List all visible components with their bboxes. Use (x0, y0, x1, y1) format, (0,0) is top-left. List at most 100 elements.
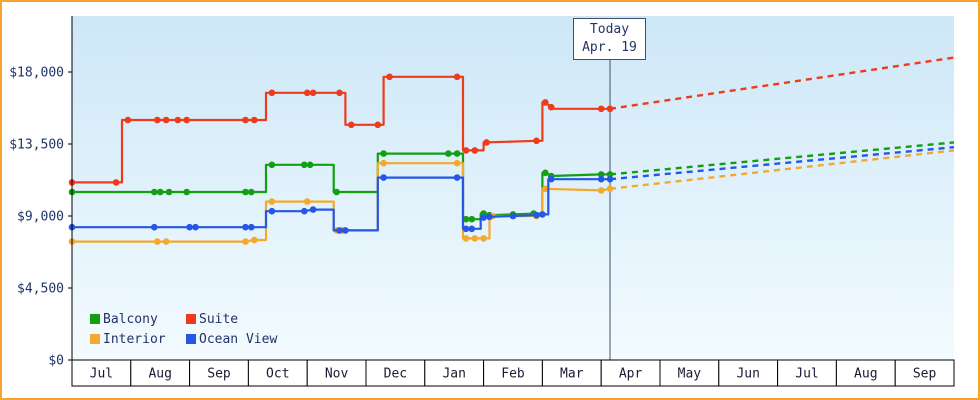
data-point-interior (242, 238, 249, 245)
data-point-balcony (453, 150, 461, 157)
data-point-interior (162, 238, 170, 245)
data-point-suite (251, 116, 258, 124)
legend-label-suite: Suite (199, 312, 238, 327)
data-point-ocean-view (242, 223, 249, 231)
data-point-balcony (445, 150, 452, 157)
month-label: Jan (442, 367, 465, 382)
legend-swatch-ocean-view (186, 334, 196, 344)
data-point-suite (183, 116, 190, 124)
data-point-suite (309, 89, 317, 97)
month-cell (71, 359, 132, 387)
data-point-suite (162, 116, 170, 124)
data-point-suite (547, 103, 555, 111)
month-cell (718, 359, 779, 387)
data-point-interior (268, 198, 276, 205)
legend-swatch-suite (186, 314, 196, 324)
month-cell (600, 359, 661, 387)
legend-label-balcony: Balcony (103, 312, 158, 327)
data-point-interior (606, 185, 614, 193)
month-cell (894, 359, 955, 387)
month-cell (483, 359, 543, 387)
data-point-suite (374, 121, 382, 129)
data-point-interior (480, 235, 487, 242)
data-point-ocean-view (486, 213, 493, 221)
data-point-interior (453, 159, 461, 167)
month-cell (189, 359, 249, 387)
data-point-interior (154, 238, 161, 245)
month-cell (777, 359, 837, 387)
data-point-balcony (301, 161, 308, 169)
data-point-interior (251, 236, 258, 244)
data-point-ocean-view (547, 175, 555, 183)
legend-swatch-balcony (90, 314, 100, 324)
month-label: Apr (619, 367, 643, 382)
data-point-ocean-view (186, 223, 193, 231)
month-label: Sep (207, 367, 231, 382)
today-marker-box: Today Apr. 19 (573, 18, 646, 61)
data-point-balcony (333, 188, 340, 196)
data-point-suite (112, 179, 120, 186)
y-tick-label: $4,500 (17, 282, 64, 297)
data-point-ocean-view (380, 174, 387, 181)
month-cell (541, 359, 602, 387)
data-point-balcony (165, 188, 173, 196)
data-point-ocean-view (509, 212, 517, 220)
data-point-suite (268, 89, 276, 97)
data-point-balcony (248, 188, 255, 196)
data-point-ocean-view (248, 223, 255, 231)
plot-area[interactable] (72, 16, 954, 360)
data-point-balcony (242, 188, 249, 196)
data-point-suite (542, 99, 549, 106)
data-point-suite (597, 105, 605, 113)
data-point-ocean-view (533, 211, 540, 219)
month-cell (659, 359, 720, 387)
y-tick-label: $0 (48, 354, 64, 369)
data-point-ocean-view (268, 207, 276, 215)
y-tick-label: $13,500 (9, 138, 64, 153)
month-label: Jun (736, 367, 759, 382)
data-point-ocean-view (309, 206, 317, 213)
data-point-ocean-view (151, 223, 158, 231)
data-point-balcony (462, 215, 470, 223)
today-label: Today (589, 22, 630, 37)
month-label: Nov (325, 367, 349, 382)
data-point-suite (348, 121, 355, 129)
data-point-balcony (542, 169, 549, 177)
data-point-suite (533, 137, 540, 145)
data-point-suite (606, 105, 614, 113)
data-point-suite (471, 147, 479, 154)
data-point-ocean-view (336, 227, 343, 234)
data-point-balcony (183, 188, 190, 196)
month-label: Aug (854, 367, 877, 382)
month-cell (424, 359, 485, 387)
data-point-suite (303, 89, 311, 97)
y-tick-label: $18,000 (9, 66, 64, 81)
month-cell (130, 359, 191, 387)
month-cell (306, 359, 367, 387)
month-label: Mar (560, 367, 584, 382)
month-label: Oct (266, 367, 289, 382)
data-point-ocean-view (606, 175, 614, 183)
data-point-ocean-view (462, 225, 470, 233)
data-point-suite (483, 139, 490, 146)
month-cell (365, 359, 426, 387)
forecast-line-interior (609, 149, 955, 190)
data-point-interior (303, 198, 311, 205)
data-point-ocean-view (539, 211, 546, 218)
month-label: Jul (90, 367, 113, 382)
month-label: Jul (795, 367, 818, 382)
legend-swatch-interior (90, 334, 100, 344)
data-point-suite (386, 73, 393, 81)
month-label: Feb (501, 367, 525, 382)
data-point-balcony (597, 171, 605, 178)
data-point-suite (174, 116, 182, 124)
month-label: May (678, 367, 702, 382)
data-point-balcony (606, 171, 614, 178)
data-point-balcony (306, 161, 314, 169)
data-point-ocean-view (301, 207, 308, 215)
data-point-interior (597, 187, 605, 194)
forecast-line-ocean-view (609, 146, 955, 181)
